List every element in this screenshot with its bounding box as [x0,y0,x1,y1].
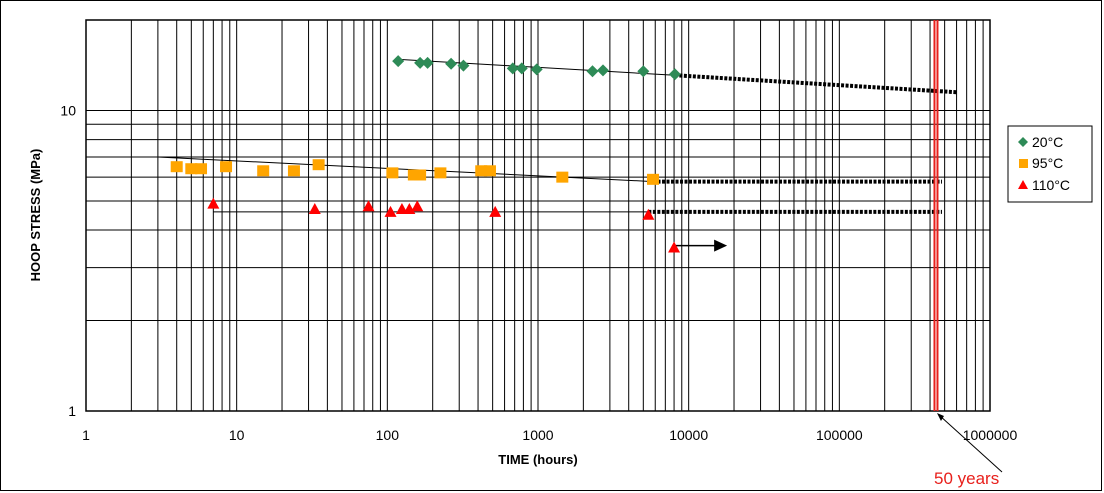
y-tick-label: 1 [68,403,76,419]
y-tick-labels: 1 10 [60,102,76,419]
data-point-20c [392,55,405,68]
data-point-20c [445,57,458,70]
legend-label-20c: 20°C [1032,134,1063,150]
x-tick-label: 100000 [816,427,863,443]
data-point-95c [414,169,427,181]
data-point-95c [170,161,183,173]
data-point-20c [457,59,470,72]
data-point-95c [287,165,300,177]
legend-label-95c: 95°C [1032,155,1063,171]
data-point-20c [668,68,681,81]
runout-arrow-icon [714,239,728,252]
legend-entry-95c: 95°C [1019,155,1063,171]
data-point-110c [668,241,681,253]
data-point-95c [475,165,488,177]
data-point-20c [421,56,434,69]
x-tick-label: 10 [229,427,245,443]
fifty-years-label: 50 years [934,469,999,488]
data-point-110c [308,203,321,215]
data-point-95c [386,167,399,179]
data-point-20c [637,65,650,78]
data-point-20c [506,62,519,75]
data-point-20c [530,63,543,76]
fifty-years-leader-line [938,414,1003,473]
legend-label-110c: 110°C [1032,177,1070,193]
x-tick-label: 100 [376,427,400,443]
y-tick-label: 10 [60,102,76,118]
data-points [170,55,681,253]
data-point-95c [195,163,208,175]
x-tick-label: 10000 [669,427,708,443]
data-point-20c [586,65,599,78]
data-point-110c [642,208,655,220]
data-point-20c [515,62,528,75]
data-point-95c [483,165,496,177]
data-point-95c [434,167,447,179]
legend-entry-110c: 110°C [1018,177,1070,193]
data-point-110c [384,205,397,217]
y-axis-title: HOOP STRESS (MPa) [28,149,43,282]
x-tick-label: 1 [82,427,90,443]
data-point-95c [407,169,420,181]
trend-line-solid [157,156,654,183]
legend-entry-20c: 20°C [1018,134,1063,150]
annotations: 50 years [933,20,1003,488]
data-point-110c [411,200,424,212]
data-point-95c [647,173,660,185]
data-point-20c [596,64,609,77]
x-tick-label: 1000000 [963,427,1018,443]
legend-marker-diamond-icon [1018,137,1028,147]
data-point-95c [257,165,270,177]
data-point-110c [362,200,375,212]
data-point-20c [414,56,427,69]
data-point-95c [185,163,198,175]
data-point-95c [312,159,325,171]
data-point-95c [220,161,233,173]
trend-line-extrapolated [674,73,957,95]
data-point-110c [489,205,502,217]
x-axis-title: TIME (hours) [498,452,577,467]
fifty-years-arrowhead-icon [936,413,944,421]
data-point-110c [207,197,220,209]
legend-marker-square-icon [1019,159,1028,168]
legend: 20°C 95°C 110°C [1007,125,1093,203]
x-tick-labels: 1 10 100 1000 10000 100000 1000000 [82,427,1017,443]
data-point-95c [556,171,569,183]
legend-marker-triangle-icon [1018,180,1028,189]
x-tick-label: 1000 [522,427,553,443]
